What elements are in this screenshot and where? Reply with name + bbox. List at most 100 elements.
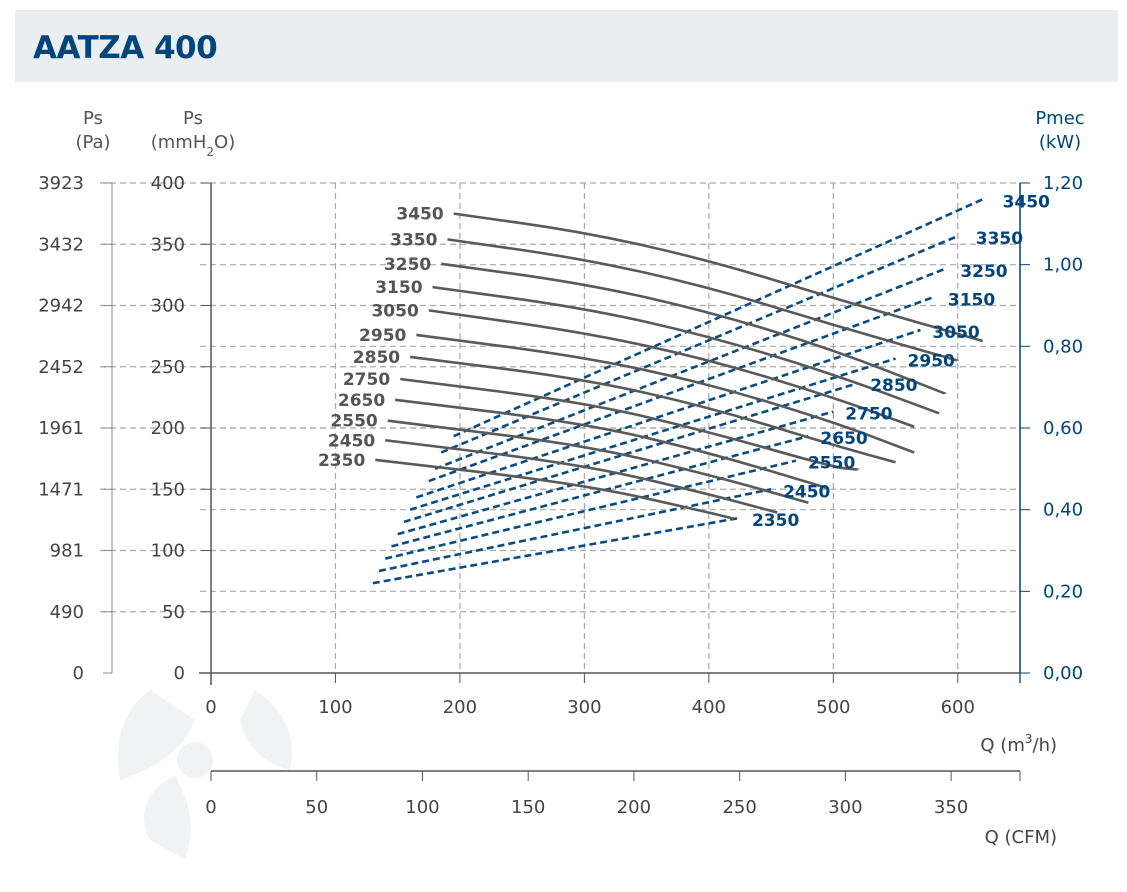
- power-curve-label-3350: 3350: [976, 229, 1023, 249]
- pressure-curve-2950: [416, 333, 915, 454]
- pressure-curve-label-2550: 2550: [330, 412, 377, 432]
- ps-mm-tick-label: 150: [151, 479, 185, 500]
- pmec-tick-label: 0,40: [1043, 500, 1083, 521]
- watermark-fan-logo: [118, 690, 292, 860]
- power-curve-label-2550: 2550: [808, 454, 855, 474]
- pressure-curve-label-3350: 3350: [390, 230, 437, 250]
- q-cfm-label: Q (CFM): [985, 827, 1057, 848]
- pressure-curve-2450: [385, 438, 778, 514]
- power-curve-label-3450: 3450: [1003, 192, 1050, 212]
- pressure-curve-label-2950: 2950: [359, 326, 406, 346]
- power-curve-label-2950: 2950: [908, 352, 955, 372]
- ps-mm-tick-label: 200: [151, 418, 185, 439]
- pressure-curves: [375, 212, 984, 520]
- power-curve-label-3150: 3150: [948, 290, 995, 310]
- q-cfm-tick-label: 50: [305, 797, 328, 818]
- pmec-tick-label: 0,80: [1043, 336, 1083, 357]
- q-m3h-tick-label: 500: [816, 697, 850, 718]
- pressure-curve-2550: [387, 419, 809, 504]
- pressure-curve-label-2350: 2350: [318, 451, 365, 471]
- pressure-curve-label-2850: 2850: [353, 348, 400, 368]
- q-m3h-label: Q (m3/h): [980, 732, 1057, 756]
- q-m3h-tick-label: 400: [692, 697, 726, 718]
- q-m3h-tick-label: 0: [205, 697, 216, 718]
- ps-pa-tick-label: 0: [73, 663, 84, 684]
- pressure-curve-label-2750: 2750: [343, 370, 390, 390]
- power-curve-label-3050: 3050: [932, 323, 979, 343]
- ps-pa-tick-label: 1471: [38, 479, 84, 500]
- q-m3h-tick-label: 300: [567, 697, 601, 718]
- ps-pa-tick-label: 490: [50, 602, 84, 623]
- power-curve-2550: [384, 459, 797, 560]
- q-cfm-tick-label: 350: [934, 797, 968, 818]
- q-cfm-tick-label: 300: [828, 797, 862, 818]
- ps-pa-tick-label: 3432: [38, 234, 84, 255]
- power-curve-label-2350: 2350: [752, 511, 799, 531]
- ps-pa-tick-label: 1961: [38, 418, 84, 439]
- power-curve-2650: [391, 434, 809, 548]
- pressure-curve-2750: [400, 377, 859, 471]
- ps-mm-tick-label: 0: [174, 663, 185, 684]
- page-title: AATZA 400: [33, 30, 218, 66]
- power-curve-2350: [372, 516, 741, 585]
- pressure-curve-label-2650: 2650: [338, 391, 385, 411]
- q-cfm-tick-label: 100: [405, 797, 439, 818]
- power-curve-label-2650: 2650: [820, 429, 867, 449]
- q-cfm-tick-label: 0: [205, 797, 216, 818]
- power-curve-label-2850: 2850: [870, 376, 917, 396]
- curve-labels: 3450335032503150305029502850275026502550…: [318, 192, 1050, 531]
- pressure-curve-3350: [447, 238, 959, 362]
- pressure-curve-label-3250: 3250: [384, 255, 431, 275]
- pressure-curve-3050: [428, 309, 915, 428]
- ps-mm-tick-label: 300: [151, 296, 185, 317]
- ps-mm-tick-label: 350: [151, 234, 185, 255]
- q-cfm-tick-label: 200: [617, 797, 651, 818]
- pmec-tick-label: 0,20: [1043, 581, 1083, 602]
- pressure-curve-label-3150: 3150: [375, 278, 422, 298]
- pressure-curve-3450: [453, 212, 984, 343]
- ps-mm-title: Ps: [183, 108, 203, 129]
- ps-mm-tick-label: 250: [151, 357, 185, 378]
- title-bar: AATZA 400: [15, 10, 1118, 82]
- pressure-curve-2650: [395, 398, 828, 490]
- ps-pa-tick-label: 981: [50, 541, 84, 562]
- power-curve-2850: [403, 381, 859, 524]
- power-curves: [372, 198, 984, 585]
- power-curve-label-2750: 2750: [845, 405, 892, 425]
- pressure-curve-label-2450: 2450: [328, 431, 375, 451]
- q-cfm-tick-label: 250: [722, 797, 756, 818]
- pmec-tick-label: 1,00: [1043, 255, 1083, 276]
- power-curve-label-2450: 2450: [783, 482, 830, 502]
- pressure-curve-2350: [375, 458, 735, 520]
- axes: 400 3923 350 3432 300 2942 250 2452 200 1961 150 14…: [38, 173, 1083, 818]
- ps-mm-tick-label: 50: [162, 602, 185, 623]
- pmec-title: Pmec: [1035, 108, 1084, 129]
- pmec-tick-label: 0,60: [1043, 418, 1083, 439]
- ps-pa-unit: (Pa): [75, 132, 110, 153]
- ps-mm-tick-label: 400: [151, 173, 185, 194]
- q-m3h-tick-label: 200: [443, 697, 477, 718]
- power-curve-3150: [428, 296, 934, 483]
- pressure-curve-3150: [432, 285, 940, 415]
- pmec-tick-label: 0,00: [1043, 663, 1083, 684]
- power-curve-3250: [434, 267, 946, 471]
- ps-pa-tick-label: 3923: [38, 173, 84, 194]
- ps-mm-tick-label: 100: [151, 541, 185, 562]
- q-m3h-tick-label: 600: [941, 697, 975, 718]
- pmec-unit: (kW): [1039, 132, 1081, 153]
- power-curve-label-3250: 3250: [960, 262, 1007, 282]
- pmec-tick-label: 1,20: [1043, 173, 1083, 194]
- power-curve-3050: [415, 328, 921, 499]
- pressure-curve-label-3450: 3450: [396, 205, 443, 225]
- ps-pa-tick-label: 2452: [38, 357, 84, 378]
- ps-mm-unit: (mmH2O): [151, 132, 235, 159]
- ps-pa-tick-label: 2942: [38, 296, 84, 317]
- power-curve-2950: [409, 357, 896, 511]
- power-curve-3450: [453, 198, 984, 438]
- pressure-curve-3250: [441, 262, 946, 395]
- power-curve-2450: [378, 487, 772, 573]
- ps-pa-title: Ps: [83, 108, 103, 129]
- q-cfm-tick-label: 150: [511, 797, 545, 818]
- pressure-curve-label-3050: 3050: [371, 301, 418, 321]
